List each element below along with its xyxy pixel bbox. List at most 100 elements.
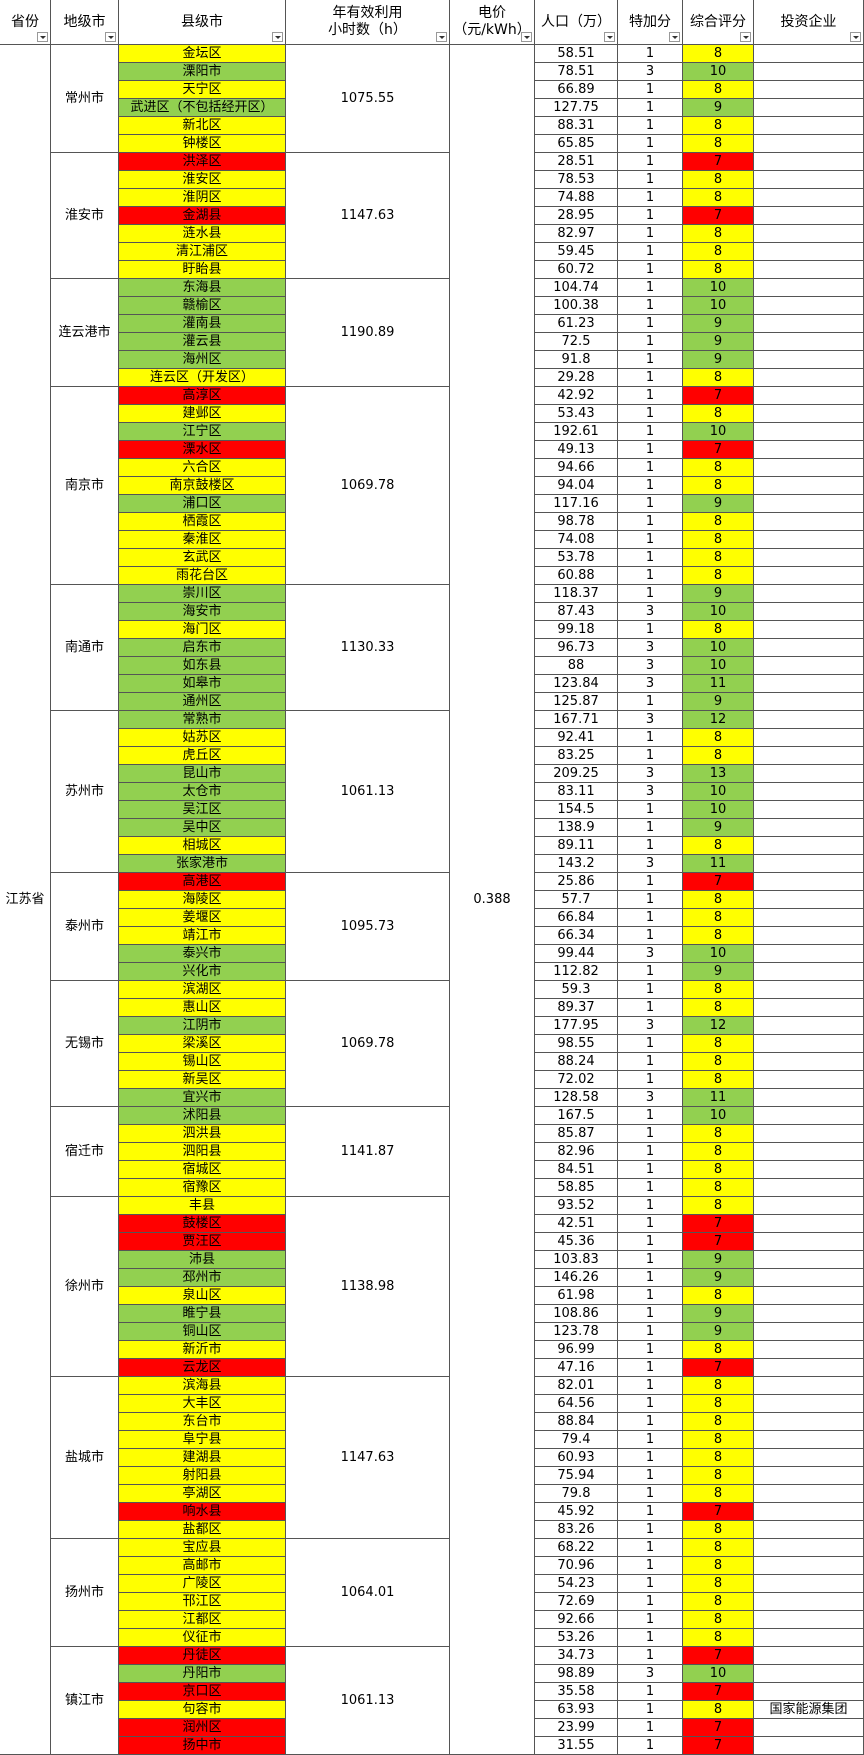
population-cell: 104.74 bbox=[535, 279, 618, 297]
score-cell: 8 bbox=[683, 1575, 754, 1593]
population-cell: 63.93 bbox=[535, 1701, 618, 1719]
investor-cell bbox=[754, 1179, 864, 1197]
score-cell: 8 bbox=[683, 891, 754, 909]
bonus-cell: 1 bbox=[618, 1341, 683, 1359]
district-cell: 滨海县 bbox=[119, 1377, 286, 1395]
bonus-cell: 1 bbox=[618, 1161, 683, 1179]
district-cell: 高邮市 bbox=[119, 1557, 286, 1575]
district-cell: 江阴市 bbox=[119, 1017, 286, 1035]
investor-cell bbox=[754, 729, 864, 747]
score-cell: 9 bbox=[683, 1305, 754, 1323]
score-cell: 8 bbox=[683, 567, 754, 585]
filter-button[interactable] bbox=[436, 32, 447, 42]
score-cell: 10 bbox=[683, 603, 754, 621]
investor-cell bbox=[754, 63, 864, 81]
population-cell: 91.8 bbox=[535, 351, 618, 369]
investor-cell bbox=[754, 171, 864, 189]
score-cell: 7 bbox=[683, 1683, 754, 1701]
bonus-cell: 1 bbox=[618, 927, 683, 945]
population-cell: 70.96 bbox=[535, 1557, 618, 1575]
district-cell: 淮阴区 bbox=[119, 189, 286, 207]
district-cell: 兴化市 bbox=[119, 963, 286, 981]
hours-cell: 1069.78 bbox=[286, 387, 450, 585]
investor-cell bbox=[754, 513, 864, 531]
investor-cell bbox=[754, 153, 864, 171]
district-cell: 锡山区 bbox=[119, 1053, 286, 1071]
investor-cell bbox=[754, 387, 864, 405]
filter-button[interactable] bbox=[272, 32, 283, 42]
bonus-cell: 1 bbox=[618, 621, 683, 639]
district-cell: 宿豫区 bbox=[119, 1179, 286, 1197]
population-cell: 42.51 bbox=[535, 1215, 618, 1233]
district-cell: 金湖县 bbox=[119, 207, 286, 225]
score-cell: 8 bbox=[683, 117, 754, 135]
score-cell: 7 bbox=[683, 387, 754, 405]
population-cell: 89.11 bbox=[535, 837, 618, 855]
district-cell: 洪泽区 bbox=[119, 153, 286, 171]
bonus-cell: 1 bbox=[618, 1575, 683, 1593]
score-cell: 8 bbox=[683, 45, 754, 63]
bonus-cell: 1 bbox=[618, 1593, 683, 1611]
filter-button[interactable] bbox=[521, 32, 532, 42]
score-cell: 8 bbox=[683, 81, 754, 99]
column-header: 县级市 bbox=[119, 0, 286, 45]
bonus-cell: 3 bbox=[618, 765, 683, 783]
bonus-cell: 1 bbox=[618, 1287, 683, 1305]
district-cell: 宿城区 bbox=[119, 1161, 286, 1179]
filter-button[interactable] bbox=[604, 32, 615, 42]
investor-cell bbox=[754, 567, 864, 585]
investor-cell bbox=[754, 1017, 864, 1035]
population-cell: 93.52 bbox=[535, 1197, 618, 1215]
bonus-cell: 1 bbox=[618, 135, 683, 153]
score-cell: 10 bbox=[683, 639, 754, 657]
column-header: 省份 bbox=[0, 0, 51, 45]
investor-cell bbox=[754, 1485, 864, 1503]
population-cell: 59.3 bbox=[535, 981, 618, 999]
investor-cell bbox=[754, 1449, 864, 1467]
population-cell: 192.61 bbox=[535, 423, 618, 441]
district-cell: 高港区 bbox=[119, 873, 286, 891]
population-cell: 112.82 bbox=[535, 963, 618, 981]
score-cell: 8 bbox=[683, 1557, 754, 1575]
score-cell: 8 bbox=[683, 621, 754, 639]
filter-button[interactable] bbox=[850, 32, 861, 42]
district-cell: 新吴区 bbox=[119, 1071, 286, 1089]
score-cell: 8 bbox=[683, 1161, 754, 1179]
district-cell: 泰兴市 bbox=[119, 945, 286, 963]
investor-cell bbox=[754, 441, 864, 459]
district-cell: 新沂市 bbox=[119, 1341, 286, 1359]
score-cell: 8 bbox=[683, 1287, 754, 1305]
population-cell: 53.26 bbox=[535, 1629, 618, 1647]
bonus-cell: 1 bbox=[618, 1251, 683, 1269]
district-cell: 丹徒区 bbox=[119, 1647, 286, 1665]
city-cell: 扬州市 bbox=[51, 1539, 119, 1647]
bonus-cell: 1 bbox=[618, 297, 683, 315]
city-cell: 盐城市 bbox=[51, 1377, 119, 1539]
score-cell: 7 bbox=[683, 441, 754, 459]
column-header: 投资企业 bbox=[754, 0, 864, 45]
filter-button[interactable] bbox=[105, 32, 116, 42]
score-cell: 8 bbox=[683, 1449, 754, 1467]
population-cell: 92.41 bbox=[535, 729, 618, 747]
district-cell: 清江浦区 bbox=[119, 243, 286, 261]
bonus-cell: 3 bbox=[618, 945, 683, 963]
city-cell: 宿迁市 bbox=[51, 1107, 119, 1197]
score-cell: 7 bbox=[683, 1737, 754, 1755]
population-cell: 34.73 bbox=[535, 1647, 618, 1665]
score-cell: 8 bbox=[683, 909, 754, 927]
investor-cell bbox=[754, 1647, 864, 1665]
bonus-cell: 1 bbox=[618, 333, 683, 351]
population-cell: 59.45 bbox=[535, 243, 618, 261]
bonus-cell: 1 bbox=[618, 369, 683, 387]
investor-cell bbox=[754, 531, 864, 549]
filter-button[interactable] bbox=[740, 32, 751, 42]
investor-cell bbox=[754, 693, 864, 711]
population-cell: 118.37 bbox=[535, 585, 618, 603]
filter-button[interactable] bbox=[37, 32, 48, 42]
population-cell: 72.69 bbox=[535, 1593, 618, 1611]
population-cell: 83.25 bbox=[535, 747, 618, 765]
filter-button[interactable] bbox=[669, 32, 680, 42]
bonus-cell: 1 bbox=[618, 1377, 683, 1395]
population-cell: 94.66 bbox=[535, 459, 618, 477]
score-cell: 8 bbox=[683, 999, 754, 1017]
